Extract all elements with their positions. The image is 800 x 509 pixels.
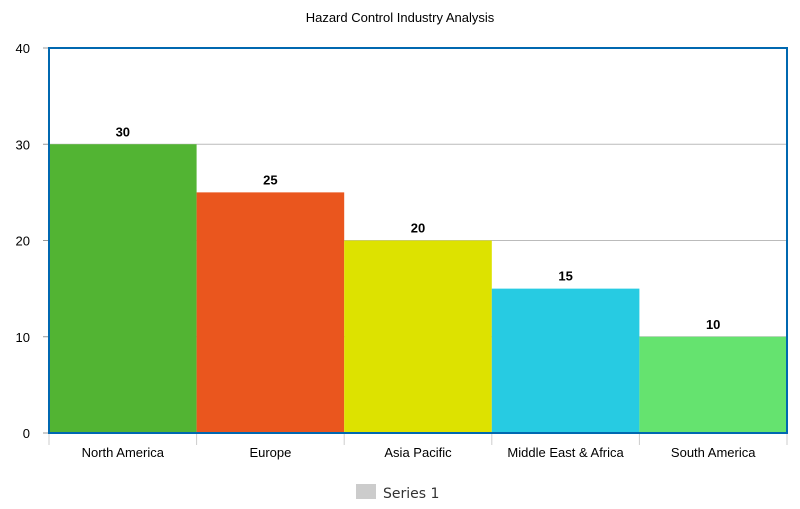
data-label: 30: [116, 124, 130, 139]
y-tick-label: 20: [16, 234, 30, 249]
data-label: 10: [706, 317, 720, 332]
bar: [639, 336, 787, 433]
legend-swatch: [356, 484, 376, 499]
x-tick-label: South America: [671, 445, 756, 460]
y-tick-label: 0: [23, 426, 30, 441]
x-tick-label: Middle East & Africa: [507, 445, 624, 460]
data-labels: 30 25 20 15 10: [116, 124, 721, 332]
data-label: 15: [558, 269, 572, 284]
bar: [491, 288, 640, 433]
bar: [49, 144, 197, 433]
x-tick-label: Europe: [249, 445, 291, 460]
y-tick-label: 40: [16, 41, 30, 56]
bar: [344, 240, 492, 433]
y-tick-label: 30: [16, 137, 30, 152]
bar: [196, 192, 345, 433]
data-label: 20: [411, 221, 425, 236]
chart-title: Hazard Control Industry Analysis: [306, 10, 495, 25]
x-tick-label: Asia Pacific: [384, 445, 452, 460]
y-tick-label: 10: [16, 330, 30, 345]
plot-area-border: [48, 47, 788, 434]
legend-label: Series 1: [383, 486, 439, 502]
data-label: 25: [263, 172, 277, 187]
x-tick-label: North America: [82, 445, 165, 460]
legend[interactable]: Series 1: [356, 484, 439, 502]
axes: 0 10 20 30 40 North America Europe Asia Pacific…: [16, 41, 788, 460]
bars: [49, 144, 787, 433]
